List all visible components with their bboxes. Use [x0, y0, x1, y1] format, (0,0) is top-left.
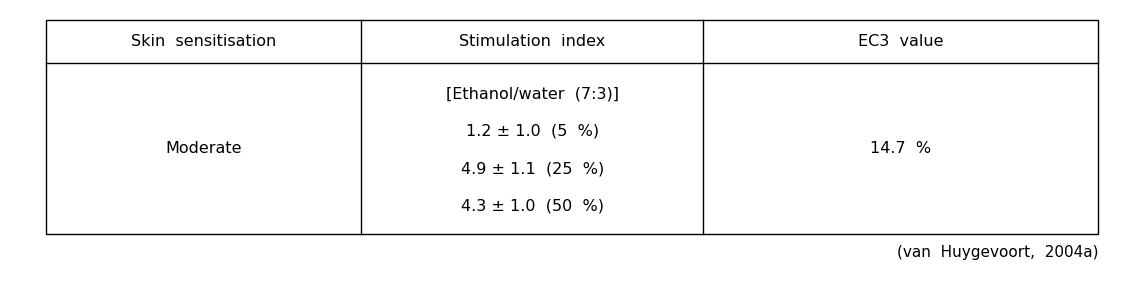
- Text: 4.3 ± 1.0  (50  %): 4.3 ± 1.0 (50 %): [461, 199, 604, 214]
- Text: (van  Huygevoort,  2004a): (van Huygevoort, 2004a): [897, 245, 1098, 260]
- Text: Skin  sensitisation: Skin sensitisation: [131, 34, 277, 49]
- Text: 1.2 ± 1.0  (5  %): 1.2 ± 1.0 (5 %): [465, 124, 599, 139]
- Text: Moderate: Moderate: [165, 141, 241, 156]
- Text: EC3  value: EC3 value: [858, 34, 943, 49]
- Text: [Ethanol/water  (7:3)]: [Ethanol/water (7:3)]: [446, 86, 619, 101]
- Bar: [46, 20, 1098, 234]
- Text: Stimulation  index: Stimulation index: [460, 34, 605, 49]
- Text: 4.9 ± 1.1  (25  %): 4.9 ± 1.1 (25 %): [461, 161, 604, 176]
- Text: 14.7  %: 14.7 %: [871, 141, 931, 156]
